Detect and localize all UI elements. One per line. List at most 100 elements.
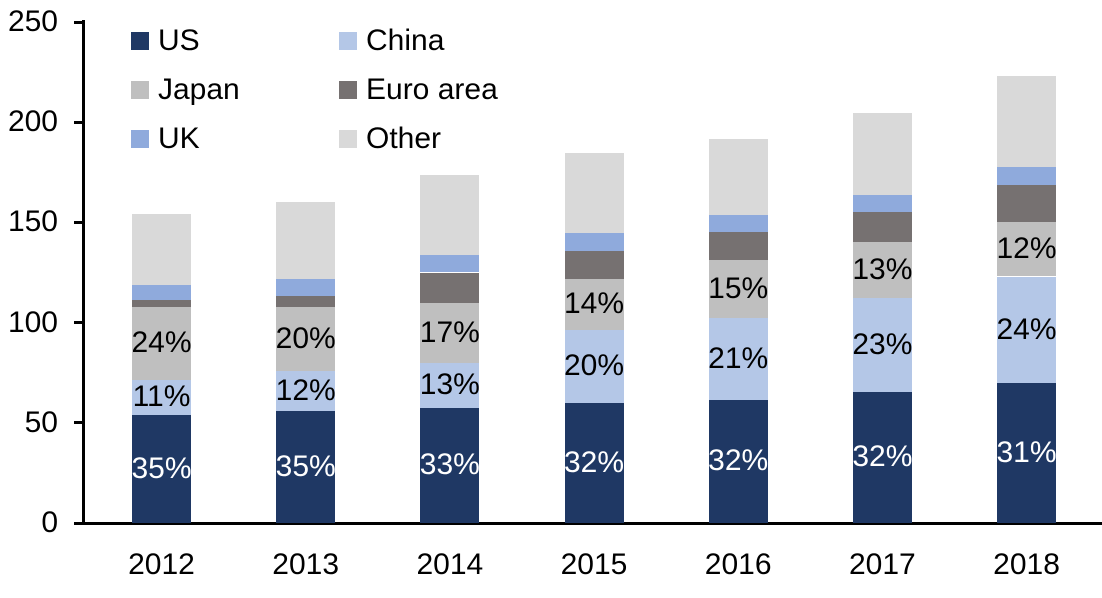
bar-segment-other-2016 bbox=[708, 139, 768, 216]
x-axis-label-2017: 2017 bbox=[848, 548, 916, 581]
y-axis-tick-label: 250 bbox=[7, 5, 58, 38]
y-axis-tick-label: 150 bbox=[7, 205, 58, 239]
bar-segment-euro-area-2013 bbox=[276, 295, 336, 307]
bar-label-china-2017: 23% bbox=[852, 327, 913, 361]
bar-segment-japan-2016 bbox=[708, 260, 768, 318]
y-axis-tick bbox=[74, 120, 85, 124]
bar-label-japan-2016: 15% bbox=[708, 272, 769, 306]
bar-label-japan-2012: 24% bbox=[131, 326, 192, 360]
bar-label-japan-2013: 20% bbox=[275, 321, 336, 355]
bar-label-us-2013: 35% bbox=[275, 449, 336, 483]
legend-swatch-uk bbox=[131, 129, 149, 148]
legend-swatch-us bbox=[131, 31, 149, 50]
bar-segment-uk-2012 bbox=[132, 284, 191, 300]
bar-segment-uk-2017 bbox=[852, 195, 912, 213]
bar-segment-uk-2014 bbox=[420, 255, 480, 273]
legend-label: Euro area bbox=[366, 72, 498, 106]
bar-label-us-2017: 32% bbox=[852, 440, 913, 474]
y-axis-tick-label: 200 bbox=[7, 105, 58, 139]
y-axis-tick bbox=[74, 321, 85, 325]
legend-swatch-other bbox=[339, 129, 357, 148]
bar-segment-us-2015 bbox=[564, 402, 624, 523]
bar-segment-uk-2013 bbox=[276, 278, 336, 296]
bar-segment-china-2014 bbox=[420, 362, 480, 408]
x-axis-label-2012: 2012 bbox=[128, 548, 195, 581]
y-axis-tick-label: 0 bbox=[41, 506, 58, 539]
bar-label-japan-2014: 17% bbox=[419, 315, 480, 349]
bar-segment-china-2018 bbox=[997, 276, 1057, 383]
bar-segment-china-2012 bbox=[132, 379, 191, 415]
y-axis-tick bbox=[74, 20, 85, 24]
legend-label: UK bbox=[158, 121, 200, 155]
bar-segment-other-2014 bbox=[420, 175, 480, 256]
bar-segment-other-2017 bbox=[852, 113, 912, 196]
bar-segment-uk-2015 bbox=[564, 233, 624, 252]
x-axis-label-2016: 2016 bbox=[704, 548, 772, 581]
bar-segment-other-2018 bbox=[997, 76, 1057, 168]
bar-label-japan-2015: 14% bbox=[563, 287, 625, 321]
bar-label-us-2016: 32% bbox=[708, 444, 769, 478]
legend-item-japan: Japan bbox=[131, 65, 339, 114]
bar-segment-china-2016 bbox=[708, 317, 768, 400]
bar-label-us-2015: 32% bbox=[563, 445, 625, 479]
bar-segment-euro-area-2012 bbox=[132, 299, 191, 307]
bar-segment-japan-2018 bbox=[997, 222, 1057, 277]
bar-label-us-2012: 35% bbox=[131, 451, 192, 485]
x-axis-line bbox=[74, 521, 1102, 525]
y-axis-line bbox=[82, 20, 85, 525]
bar-segment-euro-area-2014 bbox=[420, 272, 480, 303]
bar-segment-japan-2014 bbox=[420, 302, 480, 363]
legend-swatch-japan bbox=[131, 80, 149, 99]
legend-item-uk: UK bbox=[131, 114, 339, 163]
bar-segment-japan-2012 bbox=[132, 306, 191, 380]
legend-label: China bbox=[366, 23, 445, 57]
bar-label-japan-2017: 13% bbox=[852, 252, 913, 286]
bar-segment-other-2012 bbox=[132, 214, 191, 285]
bar-segment-us-2017 bbox=[852, 391, 912, 523]
bar-segment-japan-2015 bbox=[564, 278, 624, 330]
bar-segment-euro-area-2016 bbox=[708, 232, 768, 261]
legend-swatch-china bbox=[339, 31, 357, 50]
legend-label: US bbox=[158, 23, 200, 57]
y-axis-tick bbox=[74, 521, 85, 525]
bar-label-china-2018: 24% bbox=[996, 312, 1057, 346]
bar-segment-euro-area-2015 bbox=[564, 251, 624, 279]
y-axis-tick-label: 100 bbox=[7, 305, 58, 339]
bar-segment-other-2013 bbox=[276, 202, 336, 279]
bar-segment-us-2012 bbox=[132, 414, 191, 523]
bar-label-japan-2018: 12% bbox=[996, 232, 1057, 266]
legend-item-euro-area: Euro area bbox=[339, 65, 498, 114]
bar-label-china-2014: 13% bbox=[419, 368, 480, 402]
bar-segment-us-2013 bbox=[276, 410, 336, 523]
bar-label-china-2013: 12% bbox=[275, 373, 336, 407]
bar-segment-china-2013 bbox=[276, 370, 336, 411]
y-axis-tick bbox=[74, 421, 85, 425]
y-axis-tick bbox=[74, 220, 85, 224]
bar-label-china-2015: 20% bbox=[563, 349, 625, 383]
bar-label-china-2012: 11% bbox=[132, 380, 191, 414]
bar-segment-china-2017 bbox=[852, 297, 912, 392]
legend: US China Japan Euro area UK Other bbox=[131, 16, 498, 163]
bar-segment-us-2016 bbox=[708, 399, 768, 523]
x-axis-label-2013: 2013 bbox=[272, 548, 340, 581]
legend-label: Japan bbox=[158, 72, 240, 106]
legend-item-china: China bbox=[339, 16, 498, 65]
legend-item-us: US bbox=[131, 16, 339, 65]
bar-segment-japan-2017 bbox=[852, 242, 912, 298]
bar-segment-euro-area-2017 bbox=[852, 212, 912, 243]
legend-swatch-euro-area bbox=[339, 80, 357, 99]
bar-segment-other-2015 bbox=[564, 153, 624, 234]
x-axis-label-2018: 2018 bbox=[993, 548, 1060, 581]
x-axis-label-2014: 2014 bbox=[416, 548, 484, 581]
bar-label-us-2014: 33% bbox=[419, 448, 480, 482]
legend-label: Other bbox=[366, 121, 442, 155]
bar-segment-us-2018 bbox=[997, 382, 1057, 523]
bar-label-china-2016: 21% bbox=[708, 341, 769, 375]
legend-item-other: Other bbox=[339, 114, 498, 163]
bar-label-us-2018: 31% bbox=[996, 435, 1057, 469]
bar-segment-euro-area-2018 bbox=[997, 185, 1057, 223]
bar-segment-uk-2016 bbox=[708, 215, 768, 233]
bar-segment-us-2014 bbox=[420, 407, 480, 523]
y-axis-tick-label: 50 bbox=[24, 405, 58, 439]
